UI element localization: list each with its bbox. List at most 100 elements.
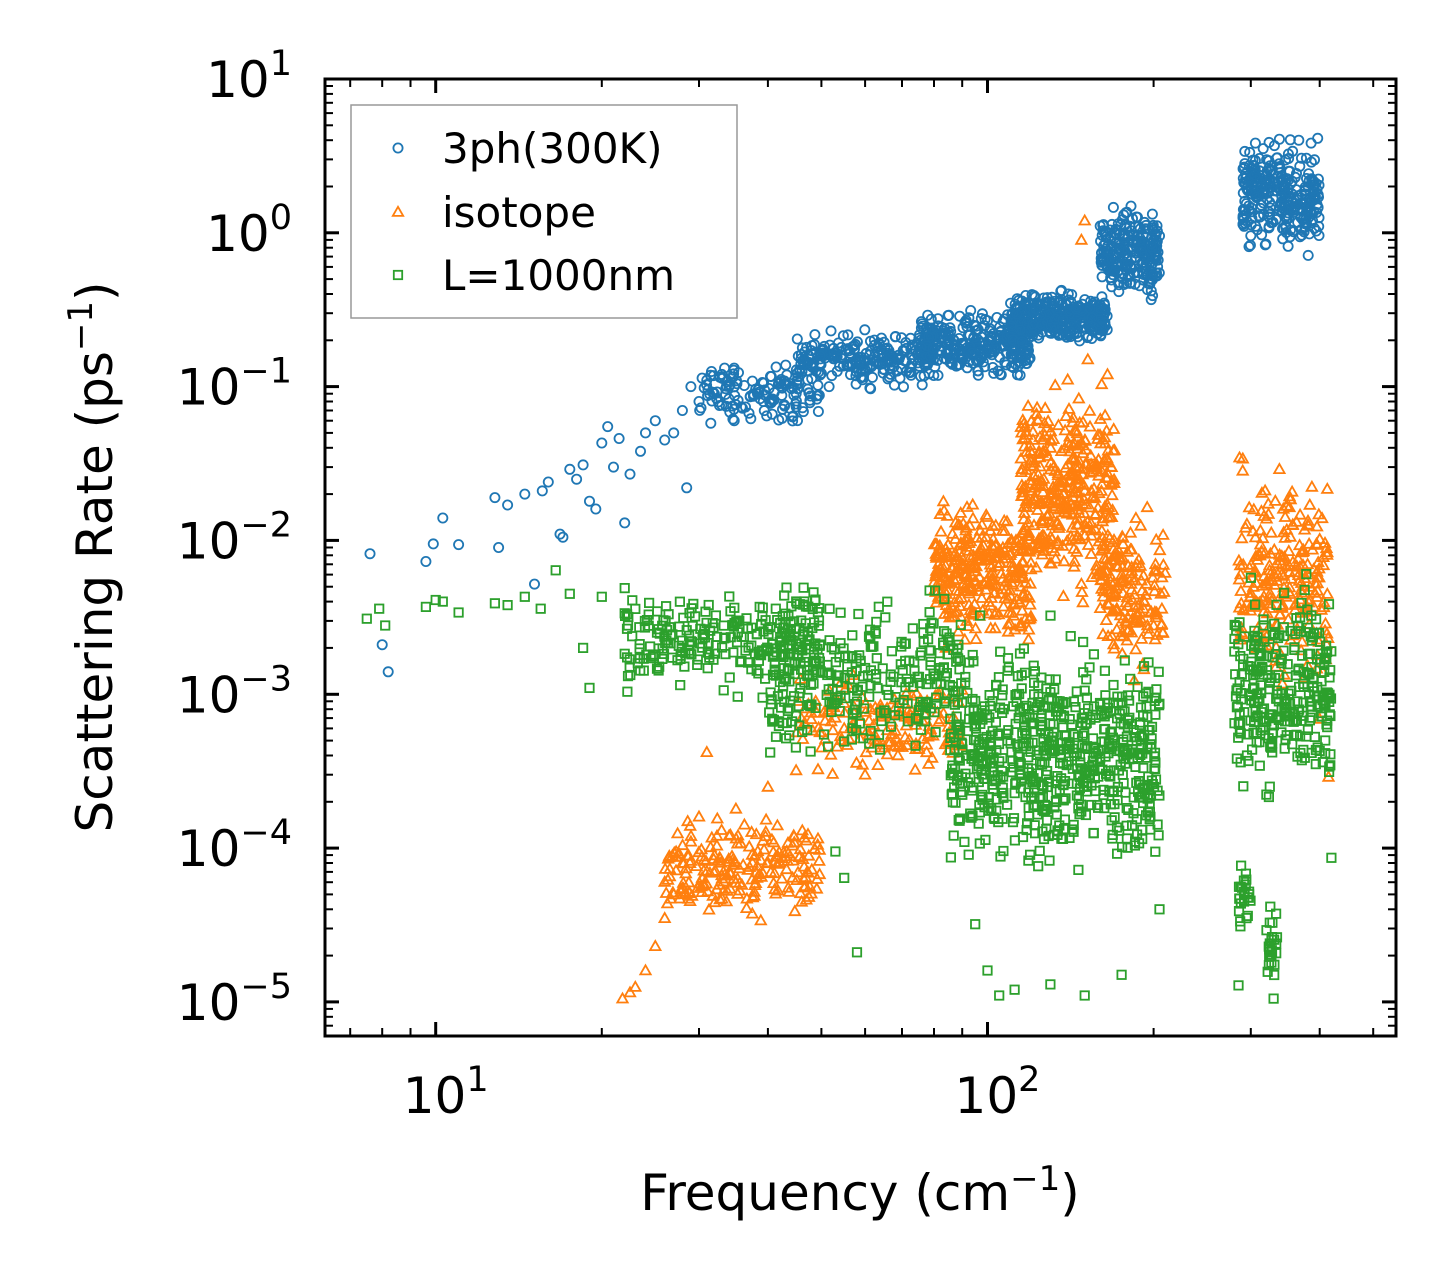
data-point [714,823,729,835]
data-point [1022,818,1033,829]
data-point [361,613,372,624]
data-point [1070,303,1082,315]
data-point [925,750,939,763]
data-point [1065,520,1079,533]
data-point [945,713,956,724]
data-point [839,736,850,747]
data-point [888,739,903,751]
data-point [1149,532,1163,545]
data-point [1120,590,1134,603]
data-point [1282,148,1294,160]
data-point [937,503,951,516]
data-point [1073,793,1084,804]
data-point [884,727,899,740]
data-point [938,637,949,648]
data-point [822,659,833,671]
data-point [1070,499,1084,512]
data-point [1245,219,1257,231]
data-point [1067,554,1082,567]
data-point [793,886,808,899]
data-point [930,671,941,682]
data-point [1024,302,1036,314]
data-point [986,330,998,342]
data-point [1321,640,1332,651]
data-point [1118,209,1130,221]
data-point [888,379,900,391]
data-point [1075,467,1090,480]
data-point [812,853,826,866]
data-point [785,617,796,628]
data-point [859,324,871,336]
data-point [965,579,979,592]
data-point [1253,537,1268,550]
data-point [1045,610,1056,621]
data-point [836,352,848,364]
data-point [929,361,941,373]
data-point [847,717,858,729]
data-point [1025,849,1036,860]
data-point [1107,741,1118,752]
data-point [699,854,713,866]
data-point [420,556,432,568]
data-point [963,558,978,571]
data-point [1095,252,1107,264]
data-point [1233,567,1248,580]
data-point [930,727,941,738]
data-point [625,669,636,681]
data-point [1122,244,1134,256]
data-point [1268,493,1283,506]
data-point [805,701,816,712]
data-point [753,668,764,679]
data-point [987,762,998,773]
data-point [1039,420,1054,433]
data-point [937,593,952,606]
data-point [901,673,912,685]
data-point [622,620,634,631]
data-point [1010,778,1021,790]
data-point [1275,655,1286,666]
data-point [684,853,698,866]
data-point [751,665,762,676]
data-point [1246,579,1261,592]
data-point [692,659,703,671]
data-point [1269,672,1280,684]
data-point [619,583,630,594]
data-point [679,861,693,874]
data-point [1051,468,1065,481]
data-point [806,723,820,736]
data-point [1123,566,1138,579]
data-point [988,346,1000,358]
data-point [977,789,988,801]
data-point [915,322,927,334]
data-point [672,891,687,904]
data-point [1015,603,1029,616]
data-point [996,599,1011,612]
data-point [1324,672,1335,683]
data-point [564,588,575,599]
data-point [1007,755,1018,767]
data-point [1100,690,1111,701]
data-point [1098,784,1109,796]
data-point [968,782,979,793]
data-point [1302,536,1316,549]
data-point [791,710,802,722]
data-point [880,723,894,736]
data-point [1106,726,1117,737]
data-point [939,322,951,334]
data-point [794,688,805,699]
data-point [1096,541,1111,554]
data-point [622,686,633,697]
data-point [818,713,832,726]
data-point [1253,523,1268,536]
data-point [941,537,955,550]
data-point [1271,908,1282,919]
data-point [1144,798,1155,809]
data-point [929,566,944,579]
data-point [766,876,781,888]
data-point [740,401,752,413]
data-point [1031,413,1045,426]
data-point [1013,756,1025,768]
data-point [1018,420,1032,433]
data-point [788,691,800,702]
data-point [1116,537,1130,549]
